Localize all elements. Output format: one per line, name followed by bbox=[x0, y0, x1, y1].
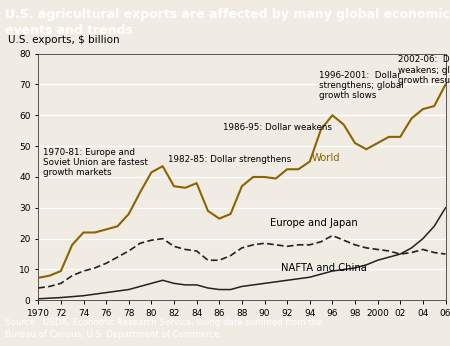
Text: World: World bbox=[312, 153, 341, 163]
Text: Source:  USDA, Economic Research Service, using data summed from the
Bureau of C: Source: USDA, Economic Research Service,… bbox=[5, 318, 323, 339]
Text: 1970-81: Europe and
Soviet Union are fastest
growth markets: 1970-81: Europe and Soviet Union are fas… bbox=[43, 148, 148, 177]
Text: 2002-06:  Dollar
weakens; global
growth resumes: 2002-06: Dollar weakens; global growth r… bbox=[398, 55, 450, 85]
Text: 1986-95: Dollar weakens: 1986-95: Dollar weakens bbox=[223, 123, 332, 132]
Text: 1996-2001:  Dollar
strengthens; global
growth slows: 1996-2001: Dollar strengthens; global gr… bbox=[319, 71, 404, 100]
Text: Europe and Japan: Europe and Japan bbox=[270, 218, 358, 228]
Text: U.S. exports, $ billion: U.S. exports, $ billion bbox=[8, 35, 119, 45]
Text: NAFTA and China: NAFTA and China bbox=[281, 263, 367, 273]
Text: U.S. agricultural exports are affected by many global economic
events and trends: U.S. agricultural exports are affected b… bbox=[5, 8, 450, 37]
Text: 1982-85: Dollar strengthens: 1982-85: Dollar strengthens bbox=[168, 155, 292, 164]
